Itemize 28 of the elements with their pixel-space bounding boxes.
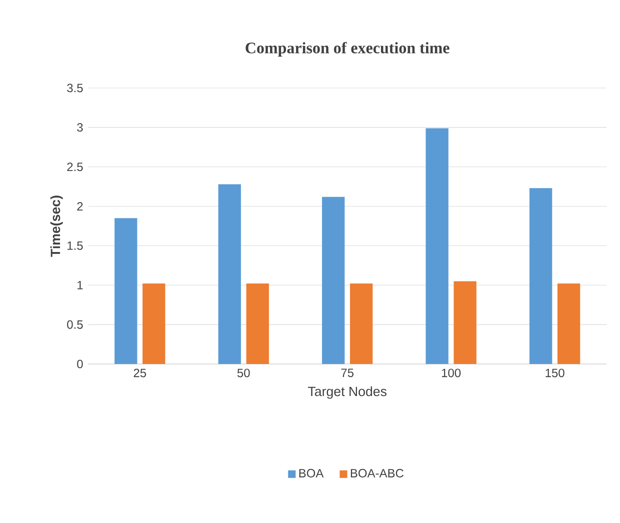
y-tick-label: 3: [77, 123, 83, 132]
x-tick-label: 75: [341, 368, 354, 378]
bar: [218, 184, 241, 364]
x-tick-label: 150: [546, 368, 564, 378]
x-tick-label: 100: [442, 368, 461, 378]
legend-label: BOA-ABC: [350, 468, 404, 478]
y-tick-label: 1.5: [68, 242, 83, 250]
bar: [246, 284, 269, 364]
x-tick-label: 50: [237, 368, 250, 378]
bar: [114, 218, 138, 364]
y-axis-title: Time(sec): [50, 196, 63, 257]
y-tick-label: 0: [77, 360, 83, 368]
y-tick-label: 2: [77, 202, 83, 210]
y-tick-label: 1: [78, 281, 83, 290]
y-tick-label: 3.5: [67, 84, 83, 92]
y-tick-label: 0.5: [67, 320, 83, 329]
x-axis-title: Target Nodes: [308, 386, 386, 399]
bar: [350, 284, 373, 364]
y-tick-label: 2.5: [67, 162, 83, 172]
bar: [322, 196, 345, 364]
bar: [557, 284, 580, 364]
bar: [529, 188, 552, 364]
chart-title: Comparison of execution time: [246, 42, 450, 57]
bar: [454, 281, 476, 364]
legend-label: BOA: [299, 468, 324, 478]
x-tick-label: 25: [134, 368, 146, 378]
bar: [426, 128, 448, 364]
bar: [142, 284, 166, 364]
